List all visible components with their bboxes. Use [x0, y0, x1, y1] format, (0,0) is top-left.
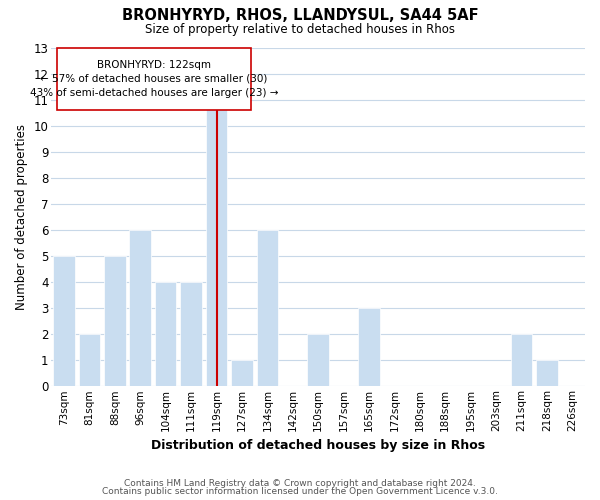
Text: Contains HM Land Registry data © Crown copyright and database right 2024.: Contains HM Land Registry data © Crown c…	[124, 478, 476, 488]
Bar	[536, 360, 557, 386]
Bar	[257, 230, 278, 386]
Bar	[206, 100, 227, 387]
Bar	[53, 256, 75, 386]
Bar	[130, 230, 151, 386]
Bar	[104, 256, 125, 386]
Text: BRONHYRYD: 122sqm
← 57% of detached houses are smaller (30)
43% of semi-detached: BRONHYRYD: 122sqm ← 57% of detached hous…	[30, 60, 278, 98]
Bar	[307, 334, 329, 386]
Text: BRONHYRYD, RHOS, LLANDYSUL, SA44 5AF: BRONHYRYD, RHOS, LLANDYSUL, SA44 5AF	[122, 8, 478, 22]
X-axis label: Distribution of detached houses by size in Rhos: Distribution of detached houses by size …	[151, 440, 485, 452]
Bar	[358, 308, 380, 386]
Bar	[181, 282, 202, 387]
Y-axis label: Number of detached properties: Number of detached properties	[15, 124, 28, 310]
Bar	[155, 282, 176, 387]
FancyBboxPatch shape	[56, 48, 251, 110]
Bar	[79, 334, 100, 386]
Text: Size of property relative to detached houses in Rhos: Size of property relative to detached ho…	[145, 22, 455, 36]
Bar	[231, 360, 253, 386]
Bar	[511, 334, 532, 386]
Text: Contains public sector information licensed under the Open Government Licence v.: Contains public sector information licen…	[102, 487, 498, 496]
